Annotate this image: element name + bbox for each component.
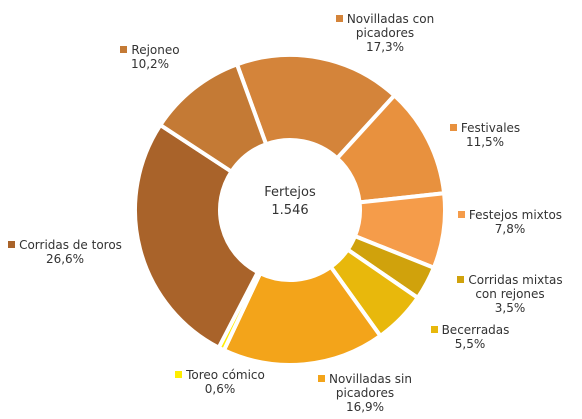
donut-slice <box>133 122 261 351</box>
slice-label: Novilladas sin picadores 16,9% <box>310 372 420 414</box>
legend-swatch <box>120 46 128 53</box>
slice-value: 16,9% <box>345 400 385 414</box>
donut-slice <box>221 264 384 367</box>
legend-swatch <box>335 15 343 22</box>
slice-name: Novilladas con picadores <box>346 12 435 40</box>
slice-label: Becerradas 5,5% <box>425 323 515 351</box>
legend-swatch <box>317 375 325 382</box>
legend-swatch <box>457 276 465 283</box>
slice-name: Rejoneo <box>131 43 180 57</box>
slice-name: Novilladas sin picadores <box>328 372 412 400</box>
slice-value: 10,2% <box>130 57 170 71</box>
legend-swatch <box>430 326 438 333</box>
slice-value: 3,5% <box>494 301 526 315</box>
center-title: Fertejos <box>264 185 316 200</box>
slice-label: Corridas mixtas con rejones 3,5% <box>455 273 565 315</box>
slice-name: Becerradas <box>441 323 510 337</box>
slice-label: Toreo cómico 0,6% <box>170 368 270 396</box>
legend-swatch <box>449 124 457 131</box>
slice-value: 11,5% <box>465 135 505 149</box>
slice-label: Festivales 11,5% <box>440 121 530 149</box>
slice-name: Festivales <box>460 121 521 135</box>
slice-name: Corridas mixtas con rejones <box>468 273 563 301</box>
center-text: 1.546 <box>271 203 308 218</box>
slice-value: 0,6% <box>204 382 236 396</box>
legend-swatch <box>8 241 16 248</box>
slice-name: Festejos mixtos <box>468 208 563 222</box>
legend-swatch <box>457 211 465 218</box>
slice-name: Toreo cómico <box>186 368 265 382</box>
slice-value: 26,6% <box>45 252 85 266</box>
slice-label: Festejos mixtos 7,8% <box>455 208 565 236</box>
legend-swatch <box>175 371 183 378</box>
slice-label: Novilladas con picadores 17,3% <box>320 12 450 54</box>
slice-name: Corridas de toros <box>19 238 122 252</box>
slice-value: 7,8% <box>494 222 526 236</box>
donut-slice <box>234 53 398 162</box>
slice-value: 17,3% <box>365 40 405 54</box>
slice-label: Corridas de toros 26,6% <box>5 238 125 266</box>
donut-slice <box>157 61 269 175</box>
slice-label: Rejoneo 10,2% <box>105 43 195 71</box>
slice-value: 5,5% <box>454 337 486 351</box>
